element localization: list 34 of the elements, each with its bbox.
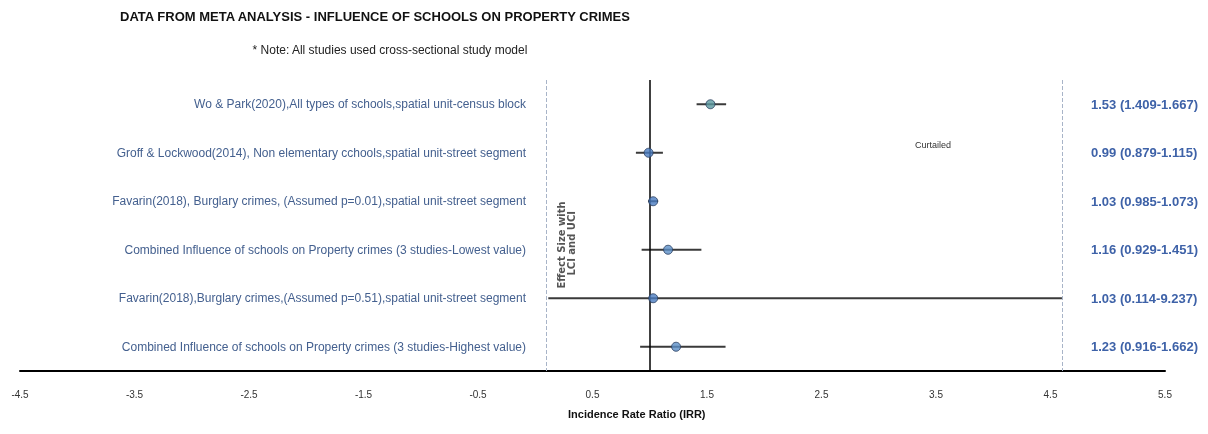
annotation: 1.53 (1.409-1.667) [1091,96,1198,112]
annotation: 1.03 (0.114-9.237) [1091,290,1198,306]
x-tick-label: -1.5 [354,388,373,400]
point [663,244,674,255]
point [648,293,659,304]
x-tick-label: 1.5 [700,388,715,400]
point [671,341,682,352]
y-axis-title: Effect Size with LCI and UCI [555,201,577,289]
y-tick-label: Favarin(2018),Burglary crimes,(Assumed p=0.51),spatial unit-street segment [118,291,527,306]
x-axis-title: Incidence Rate Ratio (IRR) [568,407,706,420]
annotation: 1.23 (0.916-1.662) [1091,339,1198,355]
x-tick-label: 2.5 [814,388,829,400]
x-tick-label: 4.5 [1043,388,1058,400]
text: * Note: All studies used cross-sectional study model [252,43,528,57]
point [648,196,659,207]
x-tick-label: -2.5 [240,388,259,400]
x-tick-label: -3.5 [125,388,144,400]
x-tick-label: -0.5 [469,388,488,400]
x-tick-label: 0.5 [585,388,600,400]
x-tick-label: 5.5 [1158,388,1173,400]
x-tick-label: 3.5 [929,388,944,400]
point [643,147,654,158]
y-tick-label: Combined Influence of schools on Property crimes (3 studies-Highest value) [121,339,526,354]
chart-title: DATA FROM META ANALYSIS - INFLUENCE OF SCHOOLS ON PROPERTY CRIMES [120,9,631,24]
annotation: Curtailed [915,139,952,150]
y-tick-label: Wo & Park(2020),All types of schools,spatial unit-census block [194,97,527,112]
annotation: 1.03 (0.985-1.073) [1091,193,1198,209]
y-tick-label: Combined Influence of schools on Property crimes (3 studies-Lowest value) [124,242,526,257]
y-tick-label: Groff & Lockwood(2014), Non elementary cchools,spatial unit-street segment [116,145,527,160]
y-tick-label: Favarin(2018), Burglary crimes, (Assumed p=0.01),spatial unit-street segment [112,194,527,209]
annotation: 1.16 (0.929-1.451) [1091,242,1198,258]
x-tick-label: -4.5 [11,388,30,400]
annotation: 0.99 (0.879-1.115) [1091,145,1198,161]
point [705,99,716,110]
